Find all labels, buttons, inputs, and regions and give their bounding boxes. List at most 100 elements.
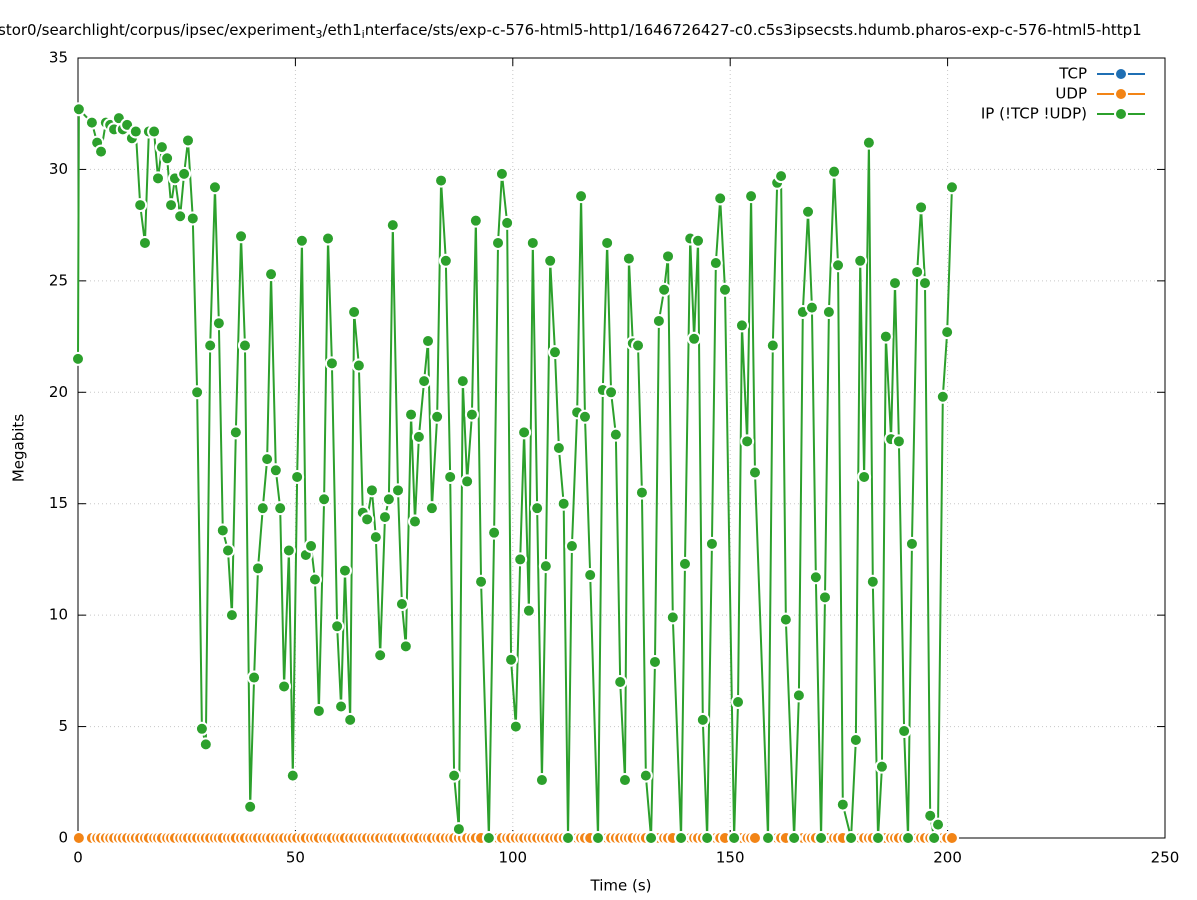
data-point	[661, 249, 676, 264]
data-point	[691, 233, 706, 248]
data-point	[177, 166, 192, 181]
data-point	[897, 724, 912, 739]
data-point	[761, 831, 776, 845]
data-point	[525, 235, 540, 250]
y-axis-label: Megabits	[10, 414, 28, 482]
data-point	[447, 768, 462, 783]
data-point	[604, 385, 619, 400]
data-point	[185, 211, 200, 226]
data-point	[848, 732, 863, 747]
data-point	[695, 712, 710, 727]
data-point	[831, 258, 846, 273]
data-point	[368, 530, 383, 545]
x-tick-label: 0	[73, 849, 83, 867]
data-point	[891, 434, 906, 449]
x-axis-label: Time (s)	[590, 877, 652, 895]
data-point	[944, 180, 959, 195]
data-point	[468, 213, 483, 228]
data-point	[878, 329, 893, 344]
data-point	[391, 483, 406, 498]
data-point	[311, 703, 326, 718]
y-tick-label: 20	[49, 383, 68, 401]
data-point	[324, 356, 339, 371]
data-point	[364, 483, 379, 498]
title-part: stor0/searchlight/corpus/ipsec/experimen…	[0, 21, 316, 39]
title-subscript: i	[362, 28, 365, 41]
data-point	[424, 501, 439, 516]
data-point	[556, 496, 571, 511]
data-point	[778, 612, 793, 627]
data-point	[543, 253, 558, 268]
x-tick-label: 200	[933, 849, 962, 867]
data-point	[164, 198, 179, 213]
data-point	[285, 768, 300, 783]
data-point	[194, 721, 209, 736]
data-point	[251, 561, 266, 576]
y-tick-label: 25	[49, 271, 68, 289]
data-point	[717, 282, 732, 297]
data-point	[561, 831, 576, 845]
data-point	[935, 389, 950, 404]
data-point	[674, 831, 689, 845]
title-part: nterface/sts/exp-c-576-html5-http1/16467…	[365, 21, 1142, 39]
data-point	[887, 276, 902, 291]
data-point	[430, 409, 445, 424]
legend-marker	[1114, 67, 1128, 81]
data-point	[154, 140, 169, 155]
data-point	[71, 102, 86, 117]
data-point	[634, 485, 649, 500]
data-point	[904, 536, 919, 551]
data-point	[644, 831, 659, 845]
data-point	[290, 469, 305, 484]
legend-label: UDP	[1055, 85, 1087, 103]
y-tick-label: 10	[49, 606, 68, 624]
data-point	[334, 699, 349, 714]
data-point	[801, 204, 816, 219]
data-point	[923, 808, 938, 823]
data-point	[190, 385, 205, 400]
data-point	[151, 171, 166, 186]
data-point	[273, 501, 288, 516]
data-point	[827, 164, 842, 179]
data-point	[260, 452, 275, 467]
data-point	[198, 737, 213, 752]
data-point	[817, 590, 832, 605]
data-point	[617, 773, 632, 788]
data-point	[491, 235, 506, 250]
chart-title: stor0/searchlight/corpus/ipsec/experimen…	[0, 21, 1142, 42]
data-point	[481, 831, 496, 845]
data-point	[381, 492, 396, 507]
data-point	[377, 510, 392, 525]
data-point	[487, 525, 502, 540]
data-point	[133, 198, 148, 213]
data-point	[927, 831, 942, 845]
data-point	[940, 325, 955, 340]
data-point	[727, 831, 742, 845]
data-point	[734, 318, 749, 333]
data-point	[243, 799, 258, 814]
data-point	[455, 374, 470, 389]
data-point	[264, 267, 279, 282]
data-point	[281, 543, 296, 558]
data-point	[791, 688, 806, 703]
data-point	[160, 151, 175, 166]
data-point	[504, 652, 519, 667]
data-point	[394, 597, 409, 611]
data-point	[330, 619, 345, 634]
data-point	[343, 712, 358, 727]
y-tick-label: 0	[58, 829, 68, 847]
data-point	[215, 523, 230, 538]
y-tick-label: 35	[49, 49, 68, 67]
data-point	[731, 695, 746, 710]
data-point	[657, 282, 672, 297]
data-point	[181, 133, 196, 148]
data-point	[651, 313, 666, 328]
data-point	[385, 218, 400, 233]
data-point	[221, 543, 236, 558]
x-tick-label: 150	[716, 849, 745, 867]
data-point	[534, 773, 549, 788]
data-point	[71, 351, 85, 366]
data-point	[347, 305, 362, 320]
data-point	[857, 469, 872, 484]
data-point	[351, 358, 366, 373]
